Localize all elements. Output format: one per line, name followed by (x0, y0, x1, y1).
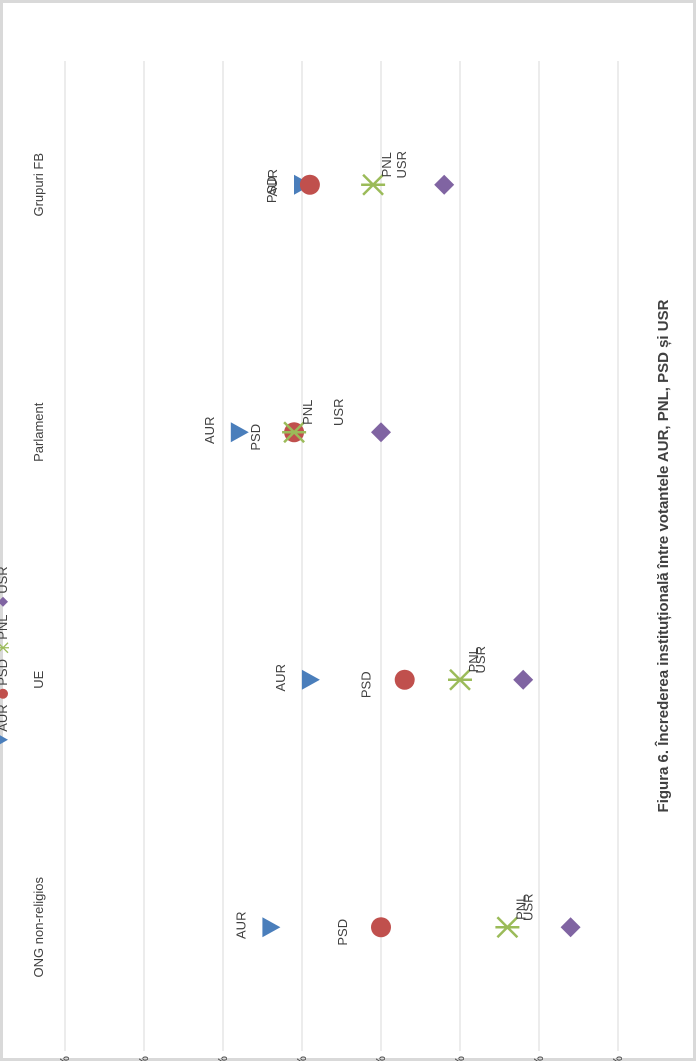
marker-pnl (448, 668, 472, 691)
marker-psd (371, 917, 391, 938)
y-tick-label: 30% (294, 1056, 309, 1061)
gridlines (64, 61, 619, 1051)
data-labels: AURAURAURAURPSDPSDPSDPSDPNLPNLPNLPNLUSRU… (202, 151, 536, 946)
data-label-usr: USR (331, 399, 346, 426)
marker-pnl (282, 421, 307, 444)
marker-usr (371, 422, 391, 443)
legend-item-pnl: PNL (0, 614, 10, 654)
y-tick-labels: 0% 10% 20% 30% 40% 50% 60% 70% (57, 1056, 625, 1061)
y-tick-label: 0% (57, 1056, 72, 1061)
marker-usr (434, 174, 455, 195)
svg-text:AUR: AUR (0, 704, 10, 731)
marker-aur (262, 917, 281, 938)
data-markers (230, 173, 581, 939)
marker-usr (513, 669, 534, 690)
svg-text:PSD: PSD (0, 659, 10, 686)
data-label-usr: USR (394, 151, 409, 178)
category-label: Parlament (31, 402, 46, 462)
category-label: Grupuri FB (31, 153, 46, 217)
category-labels: ONG non-religios UE Parlament Grupuri FB (31, 153, 46, 978)
legend-item-usr: USR (0, 566, 10, 607)
svg-text:PNL: PNL (0, 614, 10, 639)
data-label-psd: PSD (264, 176, 279, 203)
legend: AUR PSD PNL USR (0, 566, 10, 745)
marker-usr (560, 917, 581, 938)
data-label-psd: PSD (335, 919, 350, 946)
marker-aur (301, 669, 320, 690)
data-label-usr: USR (521, 894, 536, 921)
y-tick-label: 40% (373, 1056, 388, 1061)
chart-rotated-group: 0% 10% 20% 30% 40% 50% 60% 70% ONG non-religios… (0, 61, 672, 1061)
data-label-aur: AUR (265, 169, 280, 196)
data-label-psd: PSD (248, 424, 263, 451)
data-label-psd: PSD (359, 671, 374, 698)
data-label-pnl: PNL (379, 152, 394, 177)
legend-item-psd: PSD (0, 659, 10, 699)
y-tick-label: 60% (531, 1056, 546, 1061)
marker-pnl (361, 173, 386, 196)
svg-text:USR: USR (0, 566, 10, 593)
data-label-usr: USR (473, 646, 488, 673)
y-tick-label: 10% (136, 1056, 151, 1061)
data-label-pnl: PNL (513, 895, 528, 920)
data-label-aur: AUR (233, 912, 248, 939)
data-label-aur: AUR (273, 664, 288, 691)
marker-psd (394, 669, 415, 690)
data-label-aur: AUR (202, 417, 217, 444)
y-tick-label: 50% (452, 1056, 467, 1061)
data-label-pnl: PNL (300, 400, 315, 425)
marker-pnl (495, 916, 520, 939)
chart-title: Figura 6. Încrederea instituțională într… (654, 299, 672, 812)
data-label-pnl: PNL (466, 647, 481, 672)
marker-psd (299, 174, 320, 195)
category-label: UE (31, 670, 46, 688)
y-tick-label: 20% (215, 1056, 230, 1061)
marker-aur (230, 422, 249, 443)
y-tick-label: 70% (610, 1056, 625, 1061)
category-label: ONG non-religios (31, 877, 46, 978)
legend-item-aur: AUR (0, 704, 10, 745)
